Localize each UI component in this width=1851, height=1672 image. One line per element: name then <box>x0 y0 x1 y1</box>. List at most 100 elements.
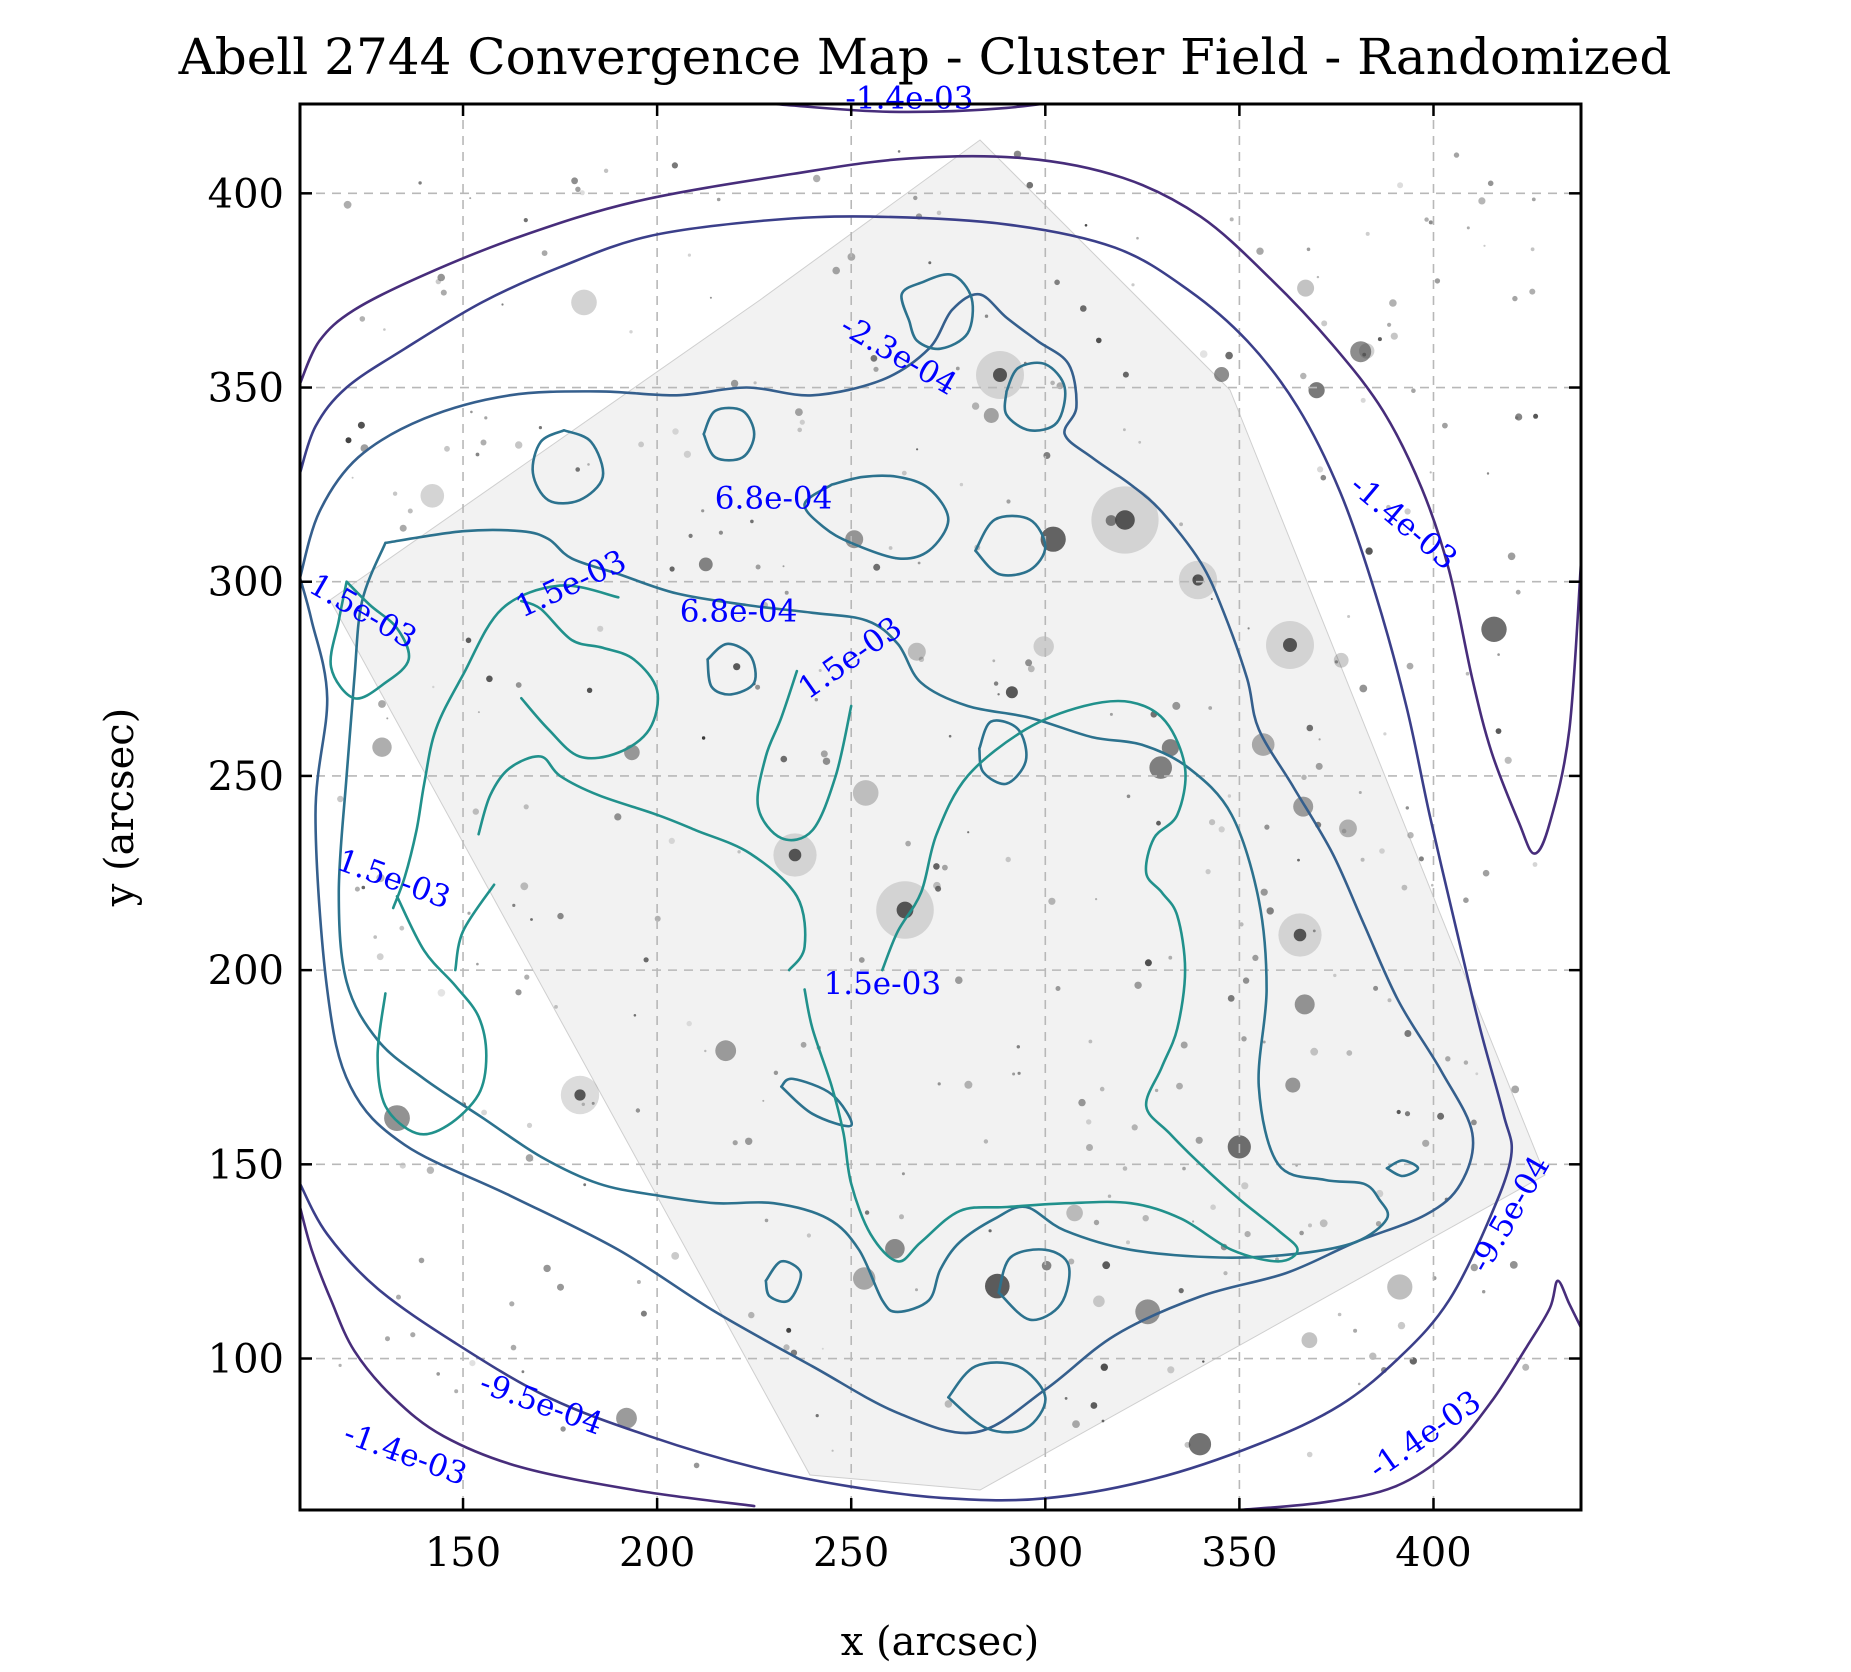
contour-line--2.3e-04 <box>300 292 1475 1435</box>
galaxy-dot <box>983 1139 989 1144</box>
galaxy-dot <box>783 1344 790 1351</box>
contour-line-1.5e-03 <box>803 699 1299 1263</box>
galaxy-dot <box>1486 472 1490 475</box>
galaxy-dot <box>1241 1182 1249 1190</box>
grid-lines <box>300 104 1581 1510</box>
galaxy-dot <box>709 296 712 299</box>
galaxy-dot <box>1026 181 1034 189</box>
galaxy-dot <box>1043 452 1051 459</box>
galaxy-dot <box>1260 888 1268 896</box>
galaxy-dot <box>669 566 675 572</box>
galaxy-dot <box>1318 738 1321 741</box>
galaxy-dot <box>475 452 480 457</box>
galaxy-dot <box>1379 848 1385 854</box>
galaxy-dot <box>1107 1194 1112 1198</box>
galaxy-dot <box>636 1280 641 1284</box>
galaxy-dot <box>786 1327 792 1333</box>
galaxy-dot <box>1123 428 1126 432</box>
galaxy-dot <box>560 1426 566 1432</box>
galaxy-dot <box>530 918 533 921</box>
contour-line-6.8e-04 <box>706 642 757 696</box>
galaxy-dot <box>1172 701 1181 710</box>
galaxy-dot <box>983 408 999 423</box>
galaxy-dot <box>1142 1215 1149 1222</box>
galaxy-dot <box>984 314 989 318</box>
galaxy-dot <box>753 381 757 385</box>
galaxy-dot <box>515 441 523 449</box>
galaxy-dot <box>469 197 472 200</box>
x-tick-label: 400 <box>1395 1530 1471 1576</box>
galaxy-dot <box>470 410 473 414</box>
contour-line-6.8e-04 <box>997 1248 1071 1322</box>
bright-galaxy-core <box>1115 510 1135 530</box>
galaxy-dot <box>861 320 865 323</box>
galaxy-dot <box>351 476 354 479</box>
galaxy-dot <box>870 355 878 362</box>
galaxy-dot <box>732 1140 738 1146</box>
galaxy-dot <box>359 316 366 322</box>
galaxy-dot <box>1407 832 1414 839</box>
galaxy-dot <box>1012 1072 1016 1076</box>
contour-label: 6.8e-04 <box>715 481 833 517</box>
galaxy-dot <box>1154 1088 1159 1093</box>
galaxy-dot <box>1341 828 1347 834</box>
galaxy-dot <box>1442 422 1448 429</box>
galaxy-dot <box>1176 1082 1183 1090</box>
galaxy-dot <box>1239 922 1244 927</box>
galaxy-dot <box>1365 547 1373 555</box>
galaxy-dot <box>1431 883 1434 887</box>
galaxy-dot <box>899 1214 904 1220</box>
galaxy-dot <box>1006 499 1011 504</box>
galaxy-dot <box>1396 1109 1401 1115</box>
galaxy-dot <box>1214 367 1230 382</box>
galaxy-dot <box>1033 636 1054 657</box>
x-tick-label: 200 <box>619 1530 695 1576</box>
galaxy-dot <box>1482 1290 1486 1294</box>
galaxy-dot <box>948 734 952 738</box>
galaxy-dot <box>1306 1451 1313 1458</box>
galaxy-dot <box>437 989 446 997</box>
galaxy-dot <box>1109 712 1113 716</box>
galaxy-dot <box>372 737 392 757</box>
axis-ticks: 150 200 250 300 350 400 100 150 200 250 300 350 400 <box>208 104 1581 1576</box>
bright-galaxy-core <box>1293 928 1307 942</box>
galaxy-dot <box>1387 998 1392 1003</box>
galaxy-dot <box>1156 820 1161 826</box>
galaxy-dot <box>955 976 963 984</box>
galaxy-dot <box>885 1239 905 1259</box>
galaxy-dot <box>432 685 435 689</box>
galaxy-dot <box>1195 1136 1203 1144</box>
galaxy-dot <box>755 564 761 570</box>
galaxy-dot <box>1470 1263 1479 1272</box>
galaxy-dot <box>1086 1144 1093 1151</box>
galaxy-dot <box>1316 275 1320 279</box>
galaxy-dot <box>1317 466 1324 473</box>
galaxy-dot <box>799 419 805 425</box>
galaxy-dot <box>1227 794 1232 798</box>
galaxy-dot <box>1319 1219 1328 1228</box>
galaxy-dot <box>515 682 522 688</box>
galaxy-dot <box>1149 756 1172 779</box>
galaxy-dot <box>1168 955 1173 960</box>
galaxy-dot <box>1101 1419 1105 1423</box>
galaxy-dot <box>1223 1271 1228 1276</box>
bright-galaxy-core <box>1192 574 1204 586</box>
contour-label: 6.8e-04 <box>680 593 798 629</box>
galaxy-dot <box>718 530 724 535</box>
galaxy-dot <box>1096 337 1102 344</box>
y-tick-label: 400 <box>208 171 284 217</box>
galaxy-dot <box>762 1099 765 1102</box>
y-axis-label: y (arcsec) <box>97 708 143 908</box>
galaxy-dot <box>486 675 493 683</box>
galaxy-dot <box>1301 1332 1318 1349</box>
galaxy-dot <box>1247 627 1250 630</box>
galaxy-dot <box>557 912 564 920</box>
galaxy-dot <box>633 1014 637 1017</box>
galaxy-dot <box>420 484 445 508</box>
galaxy-dot <box>1306 247 1311 252</box>
galaxy-dot <box>386 717 389 720</box>
y-tick-label: 100 <box>208 1337 284 1383</box>
galaxy-dot <box>531 1159 534 1162</box>
galaxy-dot <box>928 261 932 265</box>
galaxy-dot <box>1515 413 1523 421</box>
